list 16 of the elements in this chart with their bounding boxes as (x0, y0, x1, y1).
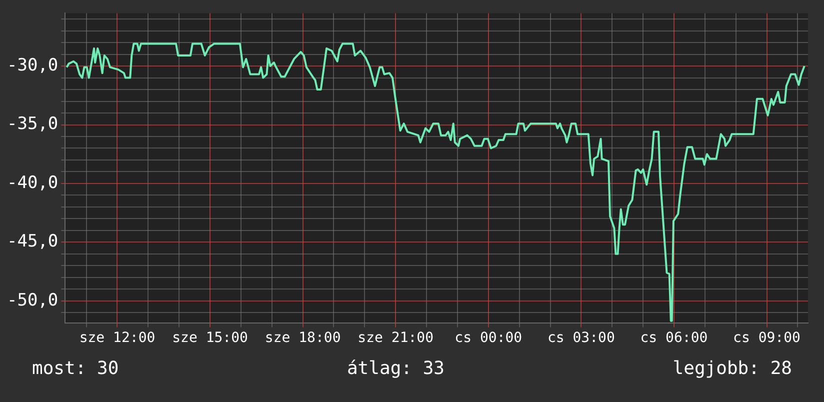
x-tick-label: cs 00:00 (454, 330, 522, 346)
text: most: 30 (32, 358, 119, 379)
text: átlag: 33 (346, 358, 445, 379)
x-tick-label: sze 21:00 (358, 330, 434, 346)
text: legjobb: 28 (672, 358, 792, 379)
x-tick-label: sze 18:00 (264, 330, 341, 346)
x-tick-label: sze 15:00 (172, 330, 248, 346)
x-tick-label: cs 09:00 (733, 330, 800, 346)
y-tick-label: -30,0 (6, 55, 58, 76)
x-tick-label: sze 12:00 (79, 330, 156, 346)
y-tick-label: -50,0 (6, 290, 58, 310)
x-tick-label: cs 03:00 (547, 330, 615, 346)
y-tick-label: -35,0 (6, 114, 58, 134)
y-tick-label: -40,0 (6, 172, 58, 193)
x-tick-label: cs 06:00 (640, 330, 708, 346)
y-tick-label: -45,0 (6, 232, 58, 252)
